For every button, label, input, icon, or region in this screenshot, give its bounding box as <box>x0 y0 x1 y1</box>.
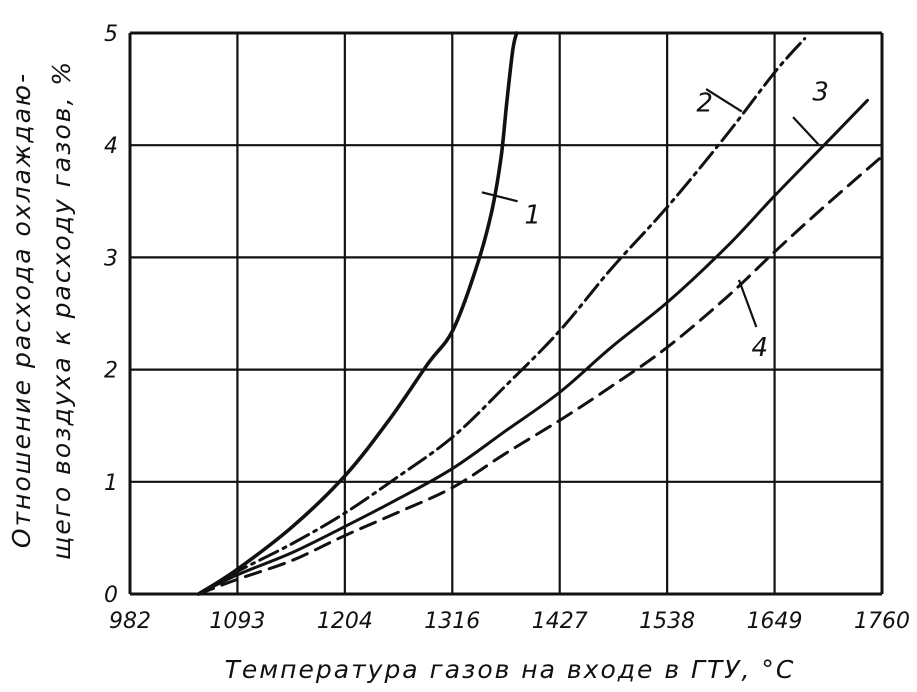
x-tick-label: 1316 <box>424 609 480 634</box>
x-tick-label: 1649 <box>747 609 803 634</box>
series-4-label: 4 <box>752 333 769 363</box>
x-tick-label: 1760 <box>854 609 910 634</box>
y-tick-label: 4 <box>104 134 118 159</box>
series-2-leader <box>705 88 743 113</box>
series-3-line <box>197 98 869 596</box>
series-3-label: 3 <box>812 77 829 107</box>
series-1-line <box>196 31 519 596</box>
y-axis-label-line2: щего воздуха к расходу газов, % <box>47 60 76 560</box>
grid <box>128 31 884 596</box>
series-2-line <box>197 37 807 596</box>
series-4-leader <box>737 279 758 328</box>
curves <box>196 31 884 596</box>
series-4-line <box>197 154 884 596</box>
series-1-label: 1 <box>524 201 541 231</box>
y-tick-label: 3 <box>104 246 118 271</box>
series-3-leader <box>792 116 820 146</box>
x-tick-label: 1538 <box>639 609 695 634</box>
series-2-label: 2 <box>696 89 713 119</box>
tick-labels: 982 1093 1204 1316 1427 1538 1649 1760 0 1 2 3 4 5 <box>104 22 910 634</box>
curve-labels: 1 2 3 4 <box>481 77 829 363</box>
x-axis-label: Температура газов на входе в ГТУ, °С <box>225 655 796 684</box>
y-tick-label: 0 <box>104 583 118 608</box>
series-1-leader <box>481 191 518 203</box>
x-tick-label: 1204 <box>317 609 373 634</box>
y-axis-label-line1: Отношение расхода охлаждаю- <box>7 72 36 548</box>
x-tick-label: 1093 <box>209 609 265 634</box>
y-tick-label: 2 <box>104 359 118 384</box>
y-tick-label: 5 <box>104 22 118 47</box>
x-tick-label: 1427 <box>532 609 588 634</box>
y-tick-label: 1 <box>104 471 118 496</box>
x-tick-label: 982 <box>109 609 151 634</box>
